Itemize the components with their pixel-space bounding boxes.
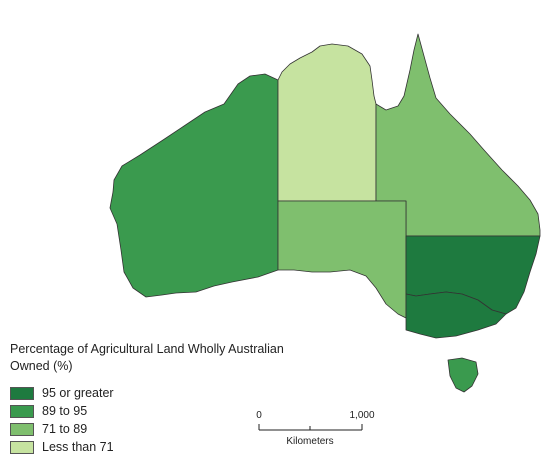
legend-label: 89 to 95 bbox=[42, 404, 88, 418]
legend-title: Percentage of Agricultural Land Wholly A… bbox=[10, 342, 284, 373]
region-victoria[interactable] bbox=[405, 291, 507, 339]
region-tasmania[interactable] bbox=[447, 357, 479, 393]
legend-label: 71 to 89 bbox=[42, 422, 88, 436]
scale-tick-0: 0 bbox=[256, 410, 262, 421]
legend-swatch bbox=[10, 404, 34, 418]
region-northern-territory[interactable] bbox=[277, 43, 377, 202]
legend-item-less-than-71: Less than 71 bbox=[10, 438, 114, 456]
legend-item-71-to-89: 71 to 89 bbox=[10, 420, 114, 438]
scale-bar bbox=[258, 424, 363, 431]
legend-swatch bbox=[10, 386, 34, 400]
legend-swatch bbox=[10, 422, 34, 436]
legend-label: Less than 71 bbox=[42, 440, 114, 454]
legend: 95 or greater 89 to 95 71 to 89 Less tha… bbox=[10, 384, 114, 456]
scale-unit-label: Kilometers bbox=[286, 436, 333, 447]
scale-tick-1000: 1,000 bbox=[349, 410, 374, 421]
legend-item-89-to-95: 89 to 95 bbox=[10, 402, 114, 420]
legend-label: 95 or greater bbox=[42, 386, 114, 400]
legend-swatch bbox=[10, 440, 34, 454]
region-south-australia[interactable] bbox=[277, 200, 407, 319]
legend-item-95-or-greater: 95 or greater bbox=[10, 384, 114, 402]
region-western-australia[interactable] bbox=[109, 73, 279, 298]
